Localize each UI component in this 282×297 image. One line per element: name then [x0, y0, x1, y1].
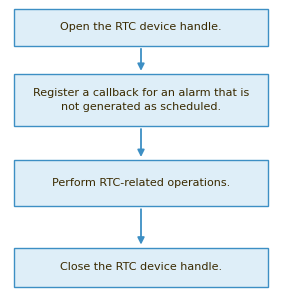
FancyBboxPatch shape	[14, 248, 268, 287]
FancyBboxPatch shape	[14, 74, 268, 126]
Text: Perform RTC-related operations.: Perform RTC-related operations.	[52, 178, 230, 188]
FancyBboxPatch shape	[14, 9, 268, 46]
FancyBboxPatch shape	[14, 160, 268, 206]
Text: Register a callback for an alarm that is
not generated as scheduled.: Register a callback for an alarm that is…	[33, 88, 249, 112]
Text: Close the RTC device handle.: Close the RTC device handle.	[60, 262, 222, 272]
Text: Open the RTC device handle.: Open the RTC device handle.	[60, 23, 222, 32]
